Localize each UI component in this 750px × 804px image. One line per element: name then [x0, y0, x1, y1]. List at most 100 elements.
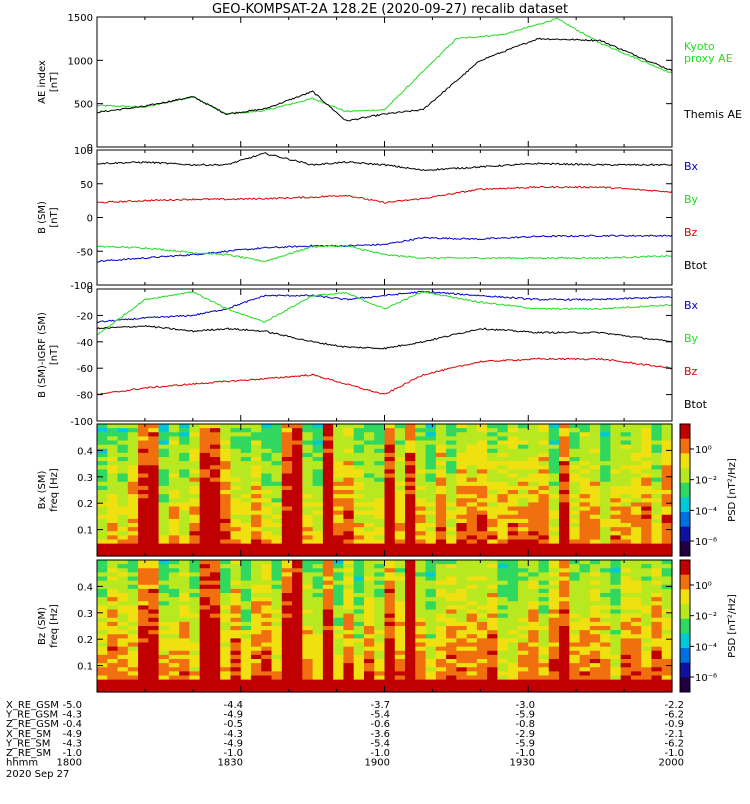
heatmap-cell [651, 518, 663, 524]
heatmap-cell [600, 469, 611, 475]
heatmap-cell [312, 461, 324, 466]
heatmap-cell [559, 601, 570, 606]
heatmap-cell [333, 588, 345, 594]
heatmap-cell [363, 436, 375, 442]
heatmap-cell [641, 444, 653, 450]
heatmap-cell [240, 543, 252, 549]
heatmap-cell [189, 461, 201, 466]
heatmap-cell [240, 667, 252, 672]
heatmap-cell [600, 560, 611, 565]
heatmap-cell [107, 572, 119, 578]
heatmap-cell [384, 683, 396, 689]
heatmap-cell [589, 457, 601, 462]
heatmap-cell [641, 502, 653, 508]
heatmap-cell [415, 601, 427, 606]
heatmap-cell [466, 626, 478, 631]
heatmap-cell [569, 448, 581, 454]
heatmap-cell [374, 457, 386, 462]
heatmap-cell [446, 448, 457, 454]
heatmap-cell [322, 485, 334, 491]
heatmap-cell [220, 634, 232, 639]
heatmap-cell [117, 630, 129, 635]
heatmap-cell [425, 638, 437, 644]
heatmap-cell [127, 428, 139, 433]
heatmap-cell [138, 663, 149, 668]
heatmap-cell [538, 448, 550, 454]
heatmap-cell [312, 584, 324, 590]
heatmap-cell [168, 572, 180, 578]
heatmap-cell [559, 502, 570, 508]
heatmap-cell [548, 535, 560, 541]
heatmap-cell [209, 440, 221, 446]
heatmap-cell [600, 440, 611, 446]
heatmap-cell [97, 440, 108, 446]
heatmap-cell [405, 461, 416, 466]
heatmap-cell [127, 609, 139, 615]
heatmap-cell [292, 564, 303, 569]
heatmap-cell [261, 605, 273, 611]
heatmap-cell [579, 444, 591, 450]
heatmap-cell [127, 671, 139, 677]
heatmap-cell [394, 469, 406, 475]
heatmap-cell [363, 461, 375, 466]
heatmap-cell [353, 626, 365, 631]
heatmap-cell [600, 506, 611, 512]
heatmap-cell [261, 646, 273, 652]
heatmap-cell [292, 667, 303, 672]
heatmap-cell [158, 605, 170, 611]
heatmap-cell [363, 642, 375, 648]
heatmap-cell [384, 531, 396, 536]
heatmap-cell [333, 642, 345, 648]
heatmap-cell [620, 527, 632, 532]
heatmap-cell [579, 593, 591, 598]
heatmap-cell [271, 671, 283, 677]
heatmap-cell [600, 580, 611, 586]
heatmap-cell [600, 514, 611, 520]
heatmap-cell [148, 448, 160, 454]
heatmap-cell [487, 539, 499, 545]
heatmap-cell [158, 675, 170, 681]
heatmap-cell [138, 617, 149, 623]
heatmap-cell [446, 638, 457, 644]
heatmap-cell [199, 440, 211, 446]
heatmap-cell [240, 432, 252, 437]
heatmap-cell [384, 687, 396, 693]
heatmap-cell [569, 564, 581, 569]
heatmap-cell [230, 597, 242, 602]
heatmap-cell [343, 667, 355, 672]
heatmap-cell [261, 510, 273, 516]
heatmap-cell [538, 667, 550, 672]
heatmap-cell [394, 671, 406, 677]
heatmap-cell [168, 424, 180, 429]
heatmap-cell [220, 531, 232, 536]
heatmap-cell [589, 502, 601, 508]
ephemeris-value: -2.1 [664, 729, 684, 740]
heatmap-cell [435, 560, 447, 565]
heatmap-cell [435, 584, 447, 590]
heatmap-cell [559, 498, 570, 503]
heatmap-cell [353, 494, 365, 499]
heatmap-cell [538, 568, 550, 573]
heatmap-cell [302, 638, 314, 644]
heatmap-cell [312, 588, 324, 594]
heatmap-cell [230, 593, 242, 598]
heatmap-cell [312, 683, 324, 689]
heatmap-cell [199, 424, 211, 429]
heatmap-cell [343, 687, 355, 693]
heatmap-cell [261, 593, 273, 598]
heatmap-cell [610, 432, 622, 437]
heatmap-cell [199, 621, 211, 627]
heatmap-cell [209, 490, 221, 495]
heatmap-cell [343, 654, 355, 660]
heatmap-cell [569, 481, 581, 487]
heatmap-cell [538, 551, 550, 557]
heatmap-cell [343, 588, 355, 594]
heatmap-cell [630, 626, 642, 631]
heatmap-cell [569, 667, 581, 672]
heatmap-cell [610, 448, 622, 454]
heatmap-cell [230, 659, 242, 664]
heatmap-cell [528, 531, 540, 536]
heatmap-cell [425, 687, 437, 693]
heatmap-cell [620, 424, 632, 429]
heatmap-cell [322, 444, 334, 450]
